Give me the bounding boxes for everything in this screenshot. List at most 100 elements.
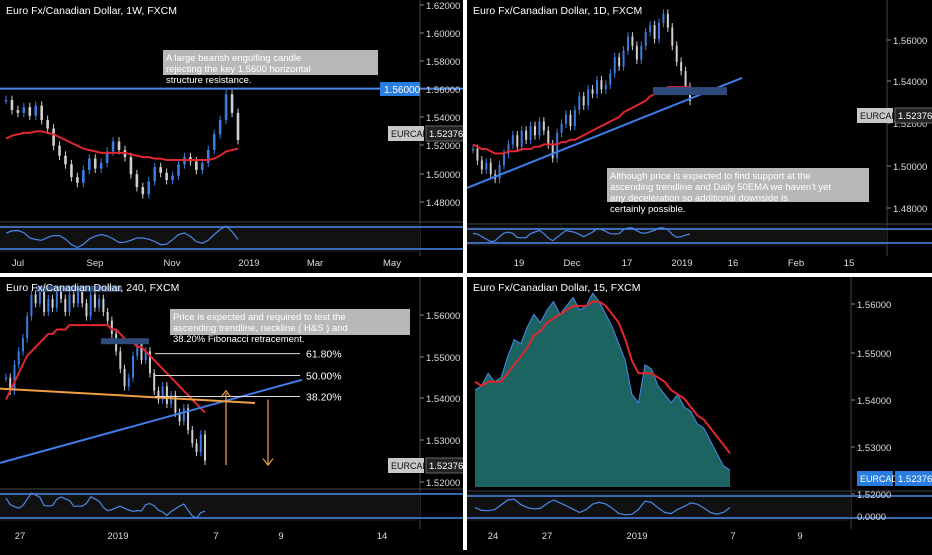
candle-body: [26, 316, 29, 339]
candle-body: [9, 377, 12, 391]
annotation-box: [607, 168, 869, 202]
candle-body: [600, 80, 603, 90]
candle-body: [684, 71, 687, 88]
y-tick-label: 1.60000: [426, 29, 460, 40]
fib-level-label: 50.00%: [306, 370, 342, 382]
ticker-symbol-bg: [857, 108, 893, 123]
annotation-text: certainly possible.: [610, 204, 686, 215]
x-tick-label: 27: [15, 531, 26, 542]
annotation-text: A large bearish engulfing candle: [166, 53, 301, 64]
candle-body: [81, 290, 84, 304]
x-tick-label: 7: [730, 531, 735, 542]
candle-body: [153, 373, 156, 391]
ticker-price-bg: [895, 471, 932, 486]
ema-line: [5, 324, 206, 414]
candle-body: [110, 320, 113, 334]
candle-body: [132, 355, 135, 378]
candle-body: [680, 61, 683, 72]
ascending-trendline: [466, 76, 743, 189]
candle-body: [51, 298, 54, 308]
candle-body: [195, 161, 198, 170]
candle-body: [195, 443, 198, 452]
candle-body: [675, 45, 678, 62]
candle-body: [93, 294, 96, 308]
head-zone: [101, 338, 149, 345]
candle-body: [64, 298, 67, 312]
candle-body: [28, 107, 32, 116]
y-tick-label: 1.50000: [893, 162, 927, 173]
fib-level-label: 38.20%: [306, 391, 342, 403]
x-tick-label: 2019: [238, 258, 259, 269]
chart-panel-240: 61.80% 50.00% 38.20% Euro Fx/Canadian Dolla…: [0, 277, 467, 550]
candle-body: [161, 386, 164, 400]
y-tick-label: 1.55000: [857, 349, 891, 360]
ticker-price: 1.52376: [429, 461, 463, 472]
ticker-symbol: EURCAD: [860, 111, 899, 121]
candle-body: [199, 434, 202, 452]
y-tick-label: 1.52000: [857, 490, 891, 501]
ticker-symbol-bg: [388, 126, 424, 141]
candle-body: [480, 160, 483, 170]
candle-body: [52, 128, 55, 146]
candle-body: [631, 36, 634, 46]
candle-body: [123, 368, 126, 387]
candle-body: [542, 121, 545, 131]
candle-body: [565, 114, 567, 124]
x-tick-label: 27: [542, 531, 553, 542]
candle-body: [627, 36, 629, 51]
annotation-text: ascending trendline, neckline ( H&S ) an…: [173, 323, 348, 334]
y-tick-label: 1.55000: [426, 353, 460, 364]
panel-divider-horizontal: [0, 273, 932, 277]
x-tick-label: 14: [377, 531, 388, 542]
candle-body: [587, 89, 590, 106]
chart-weekly: 1.56000 Euro Fx/Canadian Dollar, 1W, FXCM…: [0, 0, 467, 269]
ticker-price: 1.52376: [429, 129, 463, 140]
x-tick-label: Nov: [164, 258, 181, 269]
candle-body: [40, 105, 43, 120]
candle-body: [117, 141, 121, 150]
y-tick-label: 1.54000: [893, 77, 927, 88]
x-tick-label: 2019: [626, 531, 647, 542]
candle-body: [236, 112, 240, 140]
candle-body: [47, 298, 50, 312]
candle-body: [666, 13, 669, 28]
candle-body: [129, 157, 133, 175]
annotation-text: Price is expected and required to test t…: [173, 312, 346, 323]
candle-body: [525, 130, 528, 140]
candle-body: [76, 290, 79, 304]
oscillator-background: [467, 493, 851, 521]
candle-body: [187, 408, 190, 431]
candle-body: [43, 290, 46, 312]
ticker-price: 1.52376: [898, 474, 932, 485]
candle-body: [591, 89, 594, 94]
candle-body: [662, 13, 665, 23]
candle-body: [622, 50, 625, 67]
candle-body: [157, 390, 160, 400]
candle-body: [503, 153, 505, 165]
candle-body: [538, 121, 541, 136]
candle-body: [178, 412, 181, 422]
candle-body: [224, 94, 228, 120]
oscillator-background: [0, 491, 420, 521]
y-tick-label: 1.52000: [426, 141, 460, 152]
x-tick-label: 7: [213, 531, 218, 542]
y-tick-label: 1.54000: [426, 394, 460, 405]
x-tick-label: 9: [797, 531, 802, 542]
candle-body: [72, 294, 75, 304]
ascending-trendline: [0, 378, 303, 464]
y-tick-label: 1.54000: [857, 396, 891, 407]
y-tick-label: 1.56000: [893, 36, 927, 47]
candle-body: [136, 342, 139, 356]
candle-body: [529, 126, 532, 140]
candle-body: [609, 73, 612, 85]
chart-daily: Euro Fx/Canadian Dollar, 1D, FXCM 1.56000…: [466, 0, 932, 269]
y-tick-label: 1.48000: [426, 198, 460, 209]
x-tick-label: Dec: [564, 258, 581, 269]
shoulder-zone: [36, 285, 122, 292]
ema-line: [474, 300, 731, 454]
projection-arrow-up-head: [220, 389, 232, 398]
chart-panel-15: Euro Fx/Canadian Dollar, 15, FXCM 1.56000…: [467, 277, 932, 550]
candle-body: [551, 144, 554, 159]
x-tick-label: 15: [844, 258, 855, 269]
candle-body: [204, 434, 206, 461]
